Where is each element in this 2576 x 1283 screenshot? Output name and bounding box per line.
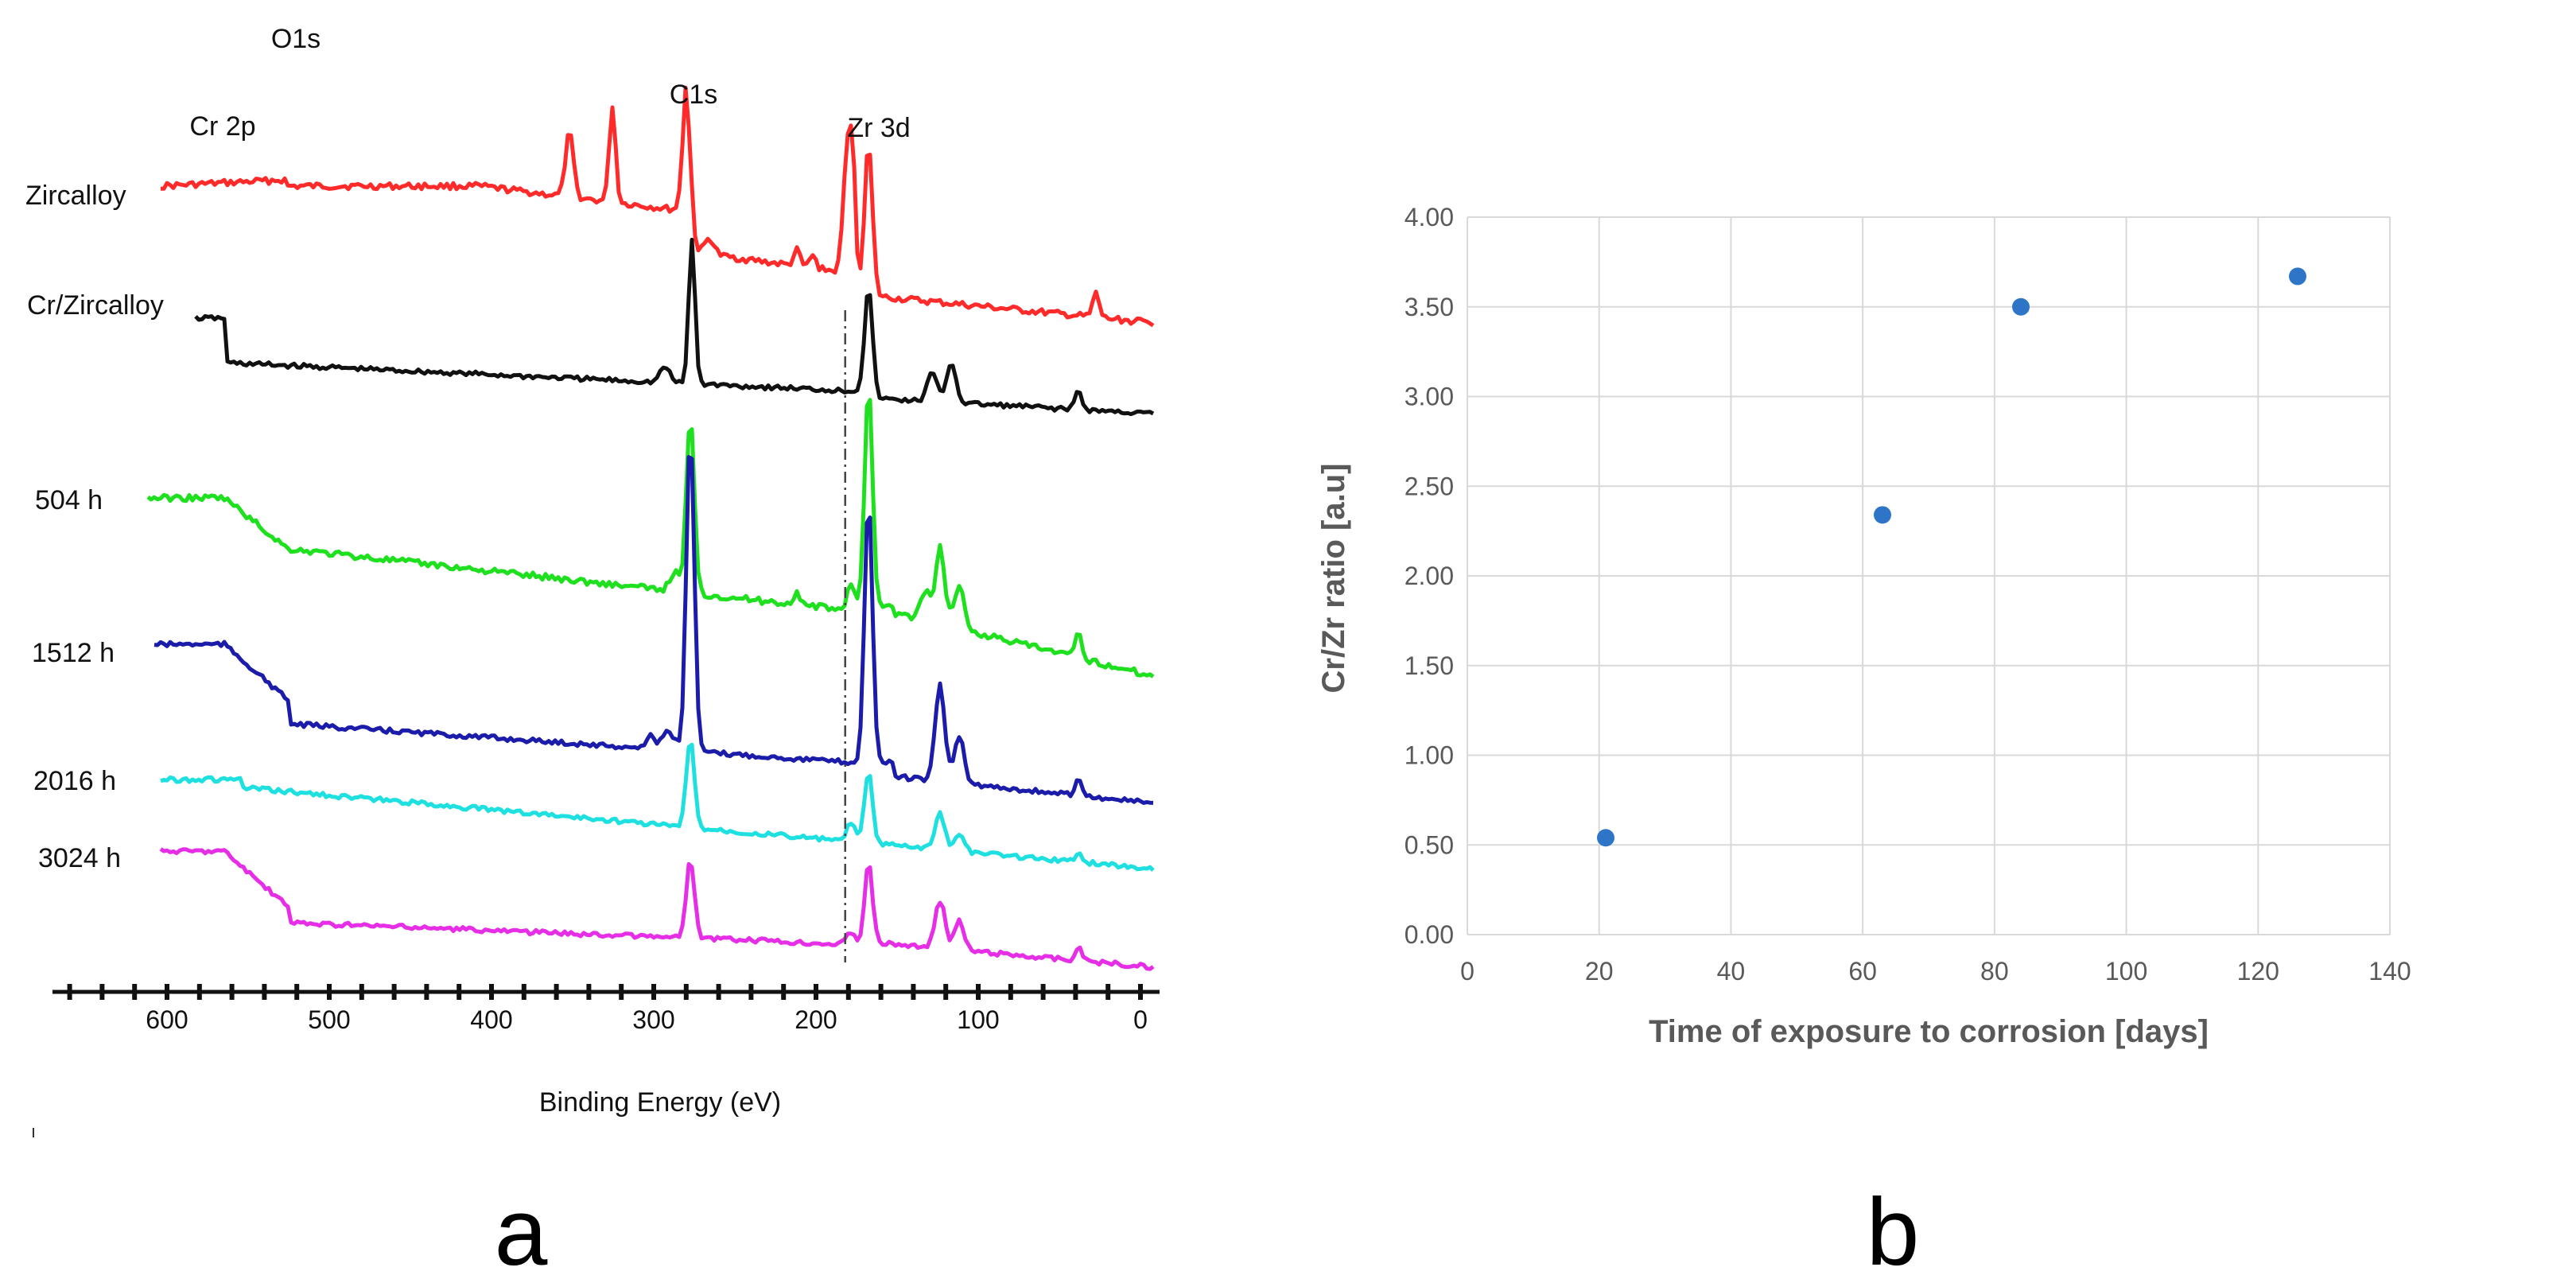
- x-tick-labels: 0 20 40 60 80 100 120 140: [1460, 957, 2411, 986]
- x-axis-title-a: Binding Energy (eV): [539, 1087, 781, 1118]
- x-axis-title-b: Time of exposure to corrosion [days]: [1649, 1014, 2209, 1049]
- series-label: Zircalloy: [25, 181, 126, 211]
- panel-label-b: b: [1867, 1179, 1920, 1279]
- x-tick-label: 600: [146, 1005, 188, 1034]
- data-point: [1874, 506, 1891, 524]
- series-label: 504 h: [35, 485, 103, 515]
- cr-zr-ratio-chart: 0.00 0.50 1.00 1.50 2.00 2.50 3.00 3.50 4.00 0 20…: [1316, 203, 2411, 1283]
- data-point: [2012, 297, 2030, 316]
- spectrum-line-1512-h: [153, 455, 1154, 805]
- series-label: 2016 h: [33, 766, 116, 796]
- x-tick-label: 400: [470, 1005, 512, 1034]
- spectra-lines: [146, 85, 1155, 971]
- x-tick-label: 140: [2368, 957, 2411, 986]
- xps-spectra-chart: O1s Cr 2p C1s Zr 3d Zircalloy Cr/Zircalloy 50…: [25, 24, 1160, 1283]
- peak-label: Cr 2p: [189, 111, 255, 142]
- x-tick-label: 500: [308, 1005, 350, 1034]
- data-point: [1597, 829, 1614, 847]
- gridlines: [1467, 216, 2391, 935]
- data-points: [1597, 267, 2306, 847]
- peak-labels: O1s Cr 2p C1s Zr 3d: [189, 24, 910, 143]
- series-label: Cr/Zircalloy: [27, 290, 164, 321]
- spectrum-line-2016-h: [160, 742, 1155, 872]
- spectrum-line-3024-h: [159, 847, 1155, 971]
- series-label: 1512 h: [32, 638, 115, 668]
- y-tick-label: 0.00: [1405, 920, 1454, 949]
- y-tick-label: 3.00: [1405, 383, 1454, 411]
- series-label: 3024 h: [38, 843, 121, 873]
- x-tick-label: 100: [957, 1005, 999, 1034]
- y-tick-label: 4.00: [1405, 203, 1454, 231]
- binding-energy-axis: [52, 984, 1160, 1000]
- y-tick-label: 1.00: [1405, 741, 1454, 770]
- data-point: [2289, 267, 2306, 286]
- spectrum-line-cr-zircalloy: [194, 237, 1155, 417]
- x-tick-label: 40: [1717, 957, 1746, 986]
- spectrum-line-504-h: [146, 398, 1155, 678]
- x-tick-label: 80: [1980, 957, 2009, 986]
- y-tick-label: 0.50: [1405, 830, 1454, 859]
- y-tick-labels: 0.00 0.50 1.00 1.50 2.00 2.50 3.00 3.50 4.00: [1405, 203, 1454, 949]
- x-tick-label: 0: [1133, 1005, 1148, 1034]
- peak-label: O1s: [271, 24, 321, 54]
- x-tick-label: 20: [1585, 957, 1614, 986]
- x-tick-label: 300: [632, 1005, 674, 1034]
- spectrum-line-zircalloy: [161, 85, 1155, 328]
- y-tick-label: 2.00: [1405, 562, 1454, 590]
- x-tick-label: 0: [1460, 957, 1474, 986]
- y-tick-label: 3.50: [1405, 293, 1454, 321]
- peak-label: C1s: [670, 80, 717, 110]
- peak-label: Zr 3d: [847, 113, 910, 143]
- x-tick-label: 60: [1848, 957, 1877, 986]
- series-labels: Zircalloy Cr/Zircalloy 504 h 1512 h 2016 h 30…: [25, 181, 164, 873]
- y-tick-label: 1.50: [1405, 651, 1454, 680]
- x-tick-label: 200: [795, 1005, 837, 1034]
- x-tick-label: 120: [2237, 957, 2279, 986]
- y-axis-title-b: Cr/Zr ratio [a.u]: [1316, 464, 1351, 694]
- panel-label-a: a: [495, 1179, 548, 1279]
- x-tick-label: 100: [2105, 957, 2147, 986]
- y-tick-label: 2.50: [1405, 472, 1454, 500]
